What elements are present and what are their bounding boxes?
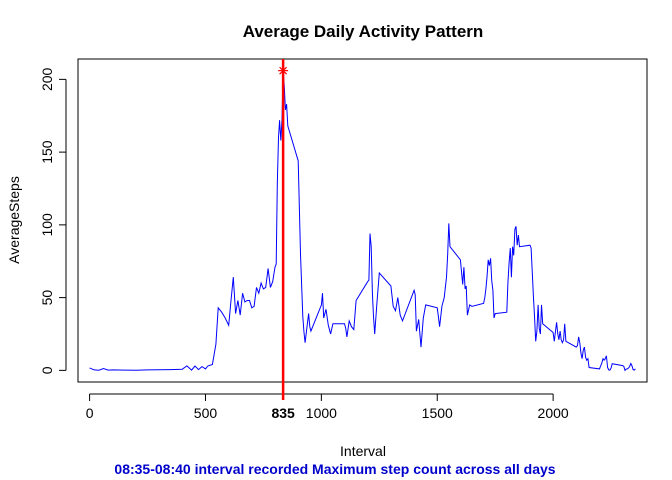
x-tick-label-2: 1000: [306, 405, 337, 421]
y-tick-label-3: 150: [39, 140, 55, 164]
max-marker-stroke-3: [279, 66, 288, 75]
y-tick-label-1: 50: [39, 290, 55, 306]
max-point-marker: [278, 65, 289, 76]
y-tick-label-4: 200: [39, 67, 55, 91]
average-steps-line: [89, 70, 636, 372]
y-axis-label: AverageSteps: [6, 176, 22, 264]
max-note: 08:35-08:40 interval recorded Maximum st…: [114, 461, 555, 477]
y-tick-label-2: 100: [39, 213, 55, 237]
chart-title: Average Daily Activity Pattern: [243, 22, 484, 41]
x-tick-label-1: 500: [194, 405, 218, 421]
x-axis-label: Interval: [340, 443, 386, 459]
x-tick-label-3: 1500: [422, 405, 453, 421]
x-tick-label-0: 0: [86, 405, 94, 421]
max-interval-label: 835: [271, 405, 295, 421]
y-axis: 0 50 100 150 200: [39, 67, 67, 374]
plot-frame: [77, 58, 648, 383]
x-tick-label-4: 2000: [538, 405, 569, 421]
x-axis: 0 500 1000 1500 2000: [86, 393, 569, 421]
y-tick-label-0: 0: [39, 366, 55, 374]
